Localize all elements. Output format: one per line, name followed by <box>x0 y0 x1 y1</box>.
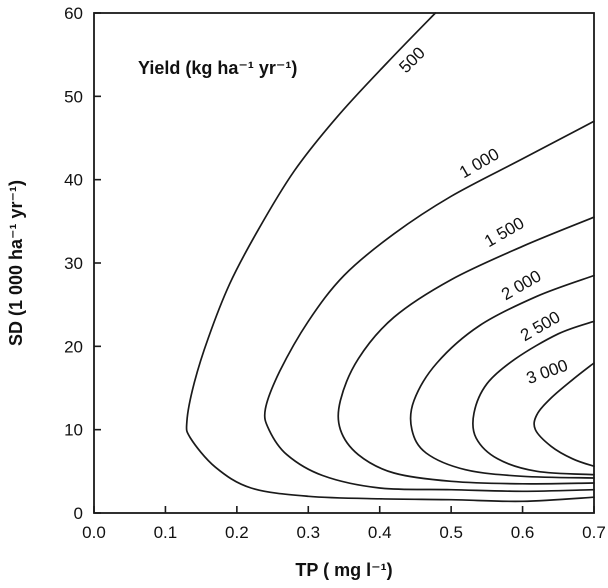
y-tick-label: 10 <box>64 421 83 440</box>
y-tick-label: 30 <box>64 254 83 273</box>
x-tick-label: 0.3 <box>296 523 320 542</box>
x-tick-label: 0.6 <box>511 523 535 542</box>
contour-lines <box>185 12 595 503</box>
contour-line-500 <box>185 12 595 503</box>
x-axis-title: TP ( mg l⁻¹) <box>295 560 392 580</box>
contour-line-2500 <box>471 320 595 476</box>
x-tick-label: 0.2 <box>225 523 249 542</box>
x-axis: 0.0 0.1 0.2 0.3 0.4 0.5 0.6 0.7 <box>82 506 606 542</box>
contour-label-background <box>523 356 572 389</box>
x-tick-label: 0.5 <box>439 523 463 542</box>
contour-label-background <box>455 144 504 183</box>
contour-line-1500 <box>337 216 595 485</box>
contour-label-background <box>390 38 435 83</box>
y-axis: 0 10 20 30 40 50 60 <box>64 4 101 523</box>
contour-label: 2 500 <box>517 307 563 345</box>
y-tick-label: 40 <box>64 171 83 190</box>
x-tick-label: 0.7 <box>582 523 606 542</box>
y-tick-label: 50 <box>64 87 83 106</box>
y-axis-title: SD (1 000 ha⁻¹ yr⁻¹) <box>6 180 26 346</box>
contour-label: 2 000 <box>498 266 544 304</box>
x-tick-label: 0.1 <box>154 523 178 542</box>
contour-line-3000 <box>533 362 595 468</box>
y-tick-label: 0 <box>74 504 83 523</box>
contour-line-2000 <box>409 274 595 479</box>
x-tick-label: 0.4 <box>368 523 392 542</box>
y-tick-label: 60 <box>64 4 83 23</box>
contour-label-background <box>497 266 546 305</box>
contour-label: 1 500 <box>481 213 527 251</box>
x-tick-label: 0.0 <box>82 523 106 542</box>
contour-label: 3 000 <box>524 356 570 388</box>
contour-label-background <box>480 213 529 252</box>
y-tick-label: 20 <box>64 337 83 356</box>
contour-label: 1 000 <box>456 144 502 182</box>
contour-line-1000 <box>263 120 595 493</box>
contour-label-background <box>516 307 565 346</box>
chart-title: Yield (kg ha⁻¹ yr⁻¹) <box>138 58 297 78</box>
